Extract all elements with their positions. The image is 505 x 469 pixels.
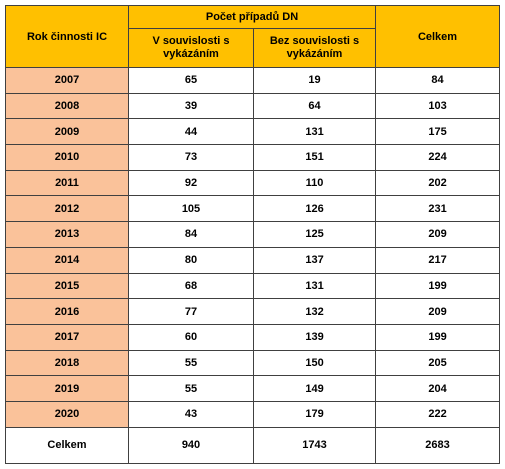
- table-row: 2010 73 151 224: [5, 144, 501, 171]
- table-cell: 77: [128, 298, 254, 325]
- table-cell: 39: [128, 92, 254, 120]
- table-row: 2013 84 125 209: [5, 221, 501, 248]
- header-text: Bez souvislosti s vykázáním: [269, 35, 360, 60]
- row-label: 2008: [5, 92, 129, 120]
- table-cell: 43: [128, 400, 254, 428]
- table-cell: 199: [375, 272, 501, 300]
- row-label: Celkem: [5, 426, 129, 464]
- row-label: 2015: [5, 272, 129, 300]
- table-row: 2018 55 150 205: [5, 349, 501, 377]
- data-table: Rok činnosti IC Počet případů DN Celkem …: [5, 5, 501, 464]
- table-cell: 132: [252, 298, 377, 325]
- table-cell: 55: [128, 349, 254, 377]
- table-cell: 204: [375, 375, 501, 402]
- row-label: 2017: [5, 323, 129, 351]
- row-label: 2013: [5, 221, 129, 248]
- table-cell: 231: [375, 195, 501, 223]
- row-label: 2007: [5, 67, 129, 94]
- table-row: 2014 80 137 217: [5, 246, 501, 274]
- row-label: 2012: [5, 195, 129, 223]
- row-label: 2018: [5, 349, 129, 377]
- header-text: V souvislosti s vykázáním: [152, 35, 230, 60]
- table-cell: 150: [252, 349, 377, 377]
- table-cell: 209: [375, 221, 501, 248]
- table-cell: 92: [128, 169, 254, 197]
- table-cell: 55: [128, 375, 254, 402]
- table-cell: 19: [252, 67, 377, 94]
- table-row: 2020 43 179 222: [5, 400, 501, 428]
- table-cell: 64: [252, 92, 377, 120]
- row-label: 2010: [5, 144, 129, 171]
- table-row: 2012 105 126 231: [5, 195, 501, 223]
- table-cell: 131: [252, 272, 377, 300]
- header-cell: Bez souvislosti s vykázáním: [252, 28, 377, 68]
- table-row: 2008 39 64 103: [5, 92, 501, 120]
- table-cell: 179: [252, 400, 377, 428]
- table-cell: 44: [128, 118, 254, 146]
- header-cell: V souvislosti s vykázáním: [128, 28, 254, 68]
- row-label: 2014: [5, 246, 129, 274]
- table-cell: 2683: [375, 426, 501, 464]
- header-cell: Rok činnosti IC: [5, 5, 129, 68]
- table-cell: 205: [375, 349, 501, 377]
- table-cell: 131: [252, 118, 377, 146]
- table-cell: 202: [375, 169, 501, 197]
- table-cell: 199: [375, 323, 501, 351]
- table-cell: 940: [128, 426, 254, 464]
- table-cell: 65: [128, 67, 254, 94]
- table-row: 2009 44 131 175: [5, 118, 501, 146]
- table-cell: 68: [128, 272, 254, 300]
- row-label: 2020: [5, 400, 129, 428]
- header-cell: Celkem: [375, 5, 501, 68]
- table-cell: 73: [128, 144, 254, 171]
- table-cell: 84: [128, 221, 254, 248]
- table-row: 2017 60 139 199: [5, 323, 501, 351]
- row-label: 2019: [5, 375, 129, 402]
- table-cell: 84: [375, 67, 501, 94]
- header-cell: Počet případů DN: [127, 5, 377, 29]
- table-cell: 151: [252, 144, 377, 171]
- table-cell: 175: [375, 118, 501, 146]
- table-cell: 149: [252, 375, 377, 402]
- row-label: 2011: [5, 169, 129, 197]
- row-label: 2009: [5, 118, 129, 146]
- table-cell: 80: [128, 246, 254, 274]
- table-cell: 60: [128, 323, 254, 351]
- table-cell: 110: [252, 169, 377, 197]
- table-row: Celkem 940 1743 2683: [5, 426, 501, 464]
- row-label: 2016: [5, 298, 129, 325]
- table-cell: 139: [252, 323, 377, 351]
- table-row: 2016 77 132 209: [5, 298, 501, 325]
- table-cell: 1743: [252, 426, 377, 464]
- table-cell: 126: [252, 195, 377, 223]
- table-cell: 209: [375, 298, 501, 325]
- table-row: 2015 68 131 199: [5, 272, 501, 300]
- table-cell: 222: [375, 400, 501, 428]
- table-row: 2007 65 19 84: [5, 67, 501, 94]
- table-cell: 224: [375, 144, 501, 171]
- table-cell: 137: [252, 246, 377, 274]
- table-cell: 105: [128, 195, 254, 223]
- table-row: 2019 55 149 204: [5, 375, 501, 402]
- table-cell: 217: [375, 246, 501, 274]
- table-cell: 125: [252, 221, 377, 248]
- table-cell: 103: [375, 92, 501, 120]
- table-row: 2011 92 110 202: [5, 169, 501, 197]
